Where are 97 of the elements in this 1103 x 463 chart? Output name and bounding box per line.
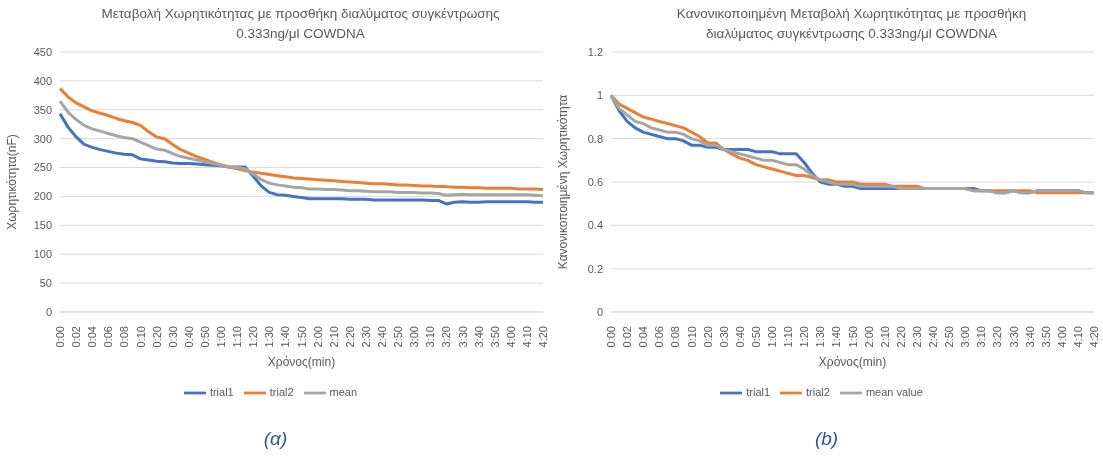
x-tick-label: 0:06 bbox=[653, 326, 666, 348]
legend-label: trial2 bbox=[269, 385, 294, 398]
x-tick-label: 2:50 bbox=[943, 326, 956, 348]
x-tick-label: 0:00 bbox=[605, 326, 617, 348]
x-tick-label: 0:30 bbox=[717, 326, 730, 348]
y-tick-label: 250 bbox=[33, 161, 52, 174]
x-tick-label: 0:04 bbox=[86, 326, 99, 348]
x-tick-label: 3:40 bbox=[1023, 326, 1036, 348]
x-tick-label: 2:40 bbox=[376, 326, 388, 348]
x-tick-label: 0:04 bbox=[637, 326, 650, 348]
x-tick-label: 2:40 bbox=[927, 326, 939, 348]
y-tick-label: 300 bbox=[33, 132, 52, 145]
x-tick-label: 2:10 bbox=[878, 326, 891, 348]
y-tick-label: 0.2 bbox=[587, 262, 603, 275]
x-tick-label: 0:06 bbox=[102, 326, 115, 348]
x-tick-label: 2:20 bbox=[894, 326, 907, 348]
text: (b) bbox=[813, 428, 840, 450]
y-tick-label: 1 bbox=[596, 89, 603, 102]
x-tick-label: 3:00 bbox=[408, 326, 421, 348]
x-axis-title: Χρόνος(min) bbox=[818, 355, 887, 369]
x-tick-label: 0:00 bbox=[54, 326, 66, 348]
legend-label: mean value bbox=[865, 385, 923, 398]
x-tick-label: 4:00 bbox=[1055, 326, 1068, 348]
x-axis-title: Χρόνος(min) bbox=[267, 355, 336, 369]
y-tick-label: 150 bbox=[33, 219, 52, 232]
line-series bbox=[58, 86, 545, 192]
y-tick-label: 0.4 bbox=[587, 219, 603, 232]
x-tick-label: 0:40 bbox=[182, 326, 195, 348]
x-tick-label: 1:00 bbox=[766, 326, 778, 348]
x-tick-label: 1:30 bbox=[263, 326, 276, 348]
x-tick-label: 3:30 bbox=[456, 326, 469, 348]
x-tick-label: 3:10 bbox=[424, 326, 437, 348]
x-tick-label: 1:10 bbox=[231, 326, 244, 348]
x-tick-label: 1:10 bbox=[782, 326, 795, 348]
x-tick-label: 3:40 bbox=[472, 326, 485, 348]
x-tick-label: 0:02 bbox=[621, 326, 634, 348]
chart-title: Κανονικοποιημένη Μεταβολή Χωρητικότητας με προσθήκη διαλύματος συγκέντρωσης 0.333ng/μl COWDNA bbox=[675, 5, 1028, 43]
x-tick-label: 3:20 bbox=[991, 326, 1004, 348]
y-tick-label: 100 bbox=[33, 248, 52, 261]
x-tick-label: 1:00 bbox=[215, 326, 227, 348]
x-tick-label: 0:30 bbox=[166, 326, 179, 348]
x-tick-label: 1:20 bbox=[798, 326, 811, 348]
x-tick-label: 3:50 bbox=[488, 326, 501, 348]
x-tick-label: 2:30 bbox=[359, 326, 372, 348]
x-tick-label: 0:10 bbox=[134, 326, 147, 348]
x-tick-label: 2:10 bbox=[327, 326, 340, 348]
x-tick-label: 0:08 bbox=[118, 326, 131, 348]
x-tick-label: 1:40 bbox=[830, 326, 843, 348]
line-series bbox=[58, 112, 545, 206]
x-tick-label: 0:10 bbox=[685, 326, 698, 348]
x-tick-label: 1:50 bbox=[295, 326, 308, 348]
x-tick-label: 0:20 bbox=[150, 326, 163, 348]
x-tick-label: 0:02 bbox=[70, 326, 83, 348]
x-tick-label: 1:40 bbox=[279, 326, 292, 348]
x-tick-label: 4:20 bbox=[1088, 326, 1100, 348]
x-tick-label: 3:20 bbox=[440, 326, 453, 348]
x-tick-label: 1:20 bbox=[247, 326, 260, 348]
y-tick-label: 0.8 bbox=[587, 132, 603, 145]
legend-label: mean bbox=[329, 385, 358, 398]
y-axis-title: Χωρητικότητα(nF) bbox=[5, 134, 20, 230]
x-tick-label: 4:10 bbox=[1071, 326, 1084, 348]
y-tick-label: 0.6 bbox=[587, 175, 603, 188]
y-tick-label: 450 bbox=[33, 45, 52, 58]
x-tick-label: 0:50 bbox=[198, 326, 211, 348]
x-tick-label: 1:50 bbox=[846, 326, 859, 348]
x-tick-label: 2:20 bbox=[343, 326, 356, 348]
x-tick-label: 3:00 bbox=[959, 326, 972, 348]
x-tick-label: 3:10 bbox=[975, 326, 988, 348]
legend-label: trial1 bbox=[209, 385, 234, 398]
y-tick-label: 400 bbox=[33, 74, 52, 87]
legend-label: trial2 bbox=[806, 385, 830, 398]
x-tick-label: 2:50 bbox=[392, 326, 405, 348]
x-tick-label: 0:20 bbox=[701, 326, 714, 348]
x-tick-label: 2:30 bbox=[910, 326, 923, 348]
line-series bbox=[58, 99, 545, 198]
x-tick-label: 3:50 bbox=[1039, 326, 1052, 348]
x-tick-label: 4:20 bbox=[537, 326, 549, 348]
y-tick-label: 50 bbox=[39, 277, 52, 290]
x-tick-label: 4:00 bbox=[504, 326, 517, 348]
y-tick-label: 350 bbox=[33, 103, 52, 116]
x-tick-label: 2:00 bbox=[311, 326, 324, 348]
x-tick-label: 3:30 bbox=[1007, 326, 1020, 348]
x-tick-label: 2:00 bbox=[862, 326, 875, 348]
y-axis-title: Κανονικοποιημένη Χωρητικότητα bbox=[556, 94, 571, 270]
x-tick-label: 0:08 bbox=[669, 326, 682, 348]
x-tick-label: 0:40 bbox=[733, 326, 746, 348]
x-tick-label: 1:30 bbox=[814, 326, 827, 348]
y-tick-label: 0 bbox=[596, 305, 603, 318]
line-series bbox=[609, 93, 1096, 195]
y-tick-label: 0 bbox=[45, 305, 52, 318]
text: (α) bbox=[262, 428, 289, 450]
y-tick-label: 200 bbox=[33, 190, 52, 203]
legend-label: trial1 bbox=[746, 385, 771, 398]
chart-title: Μεταβολή Χωρητικότητας με προσθήκη διαλύματος συγκέντρωσης 0.333ng/μl COWDNA bbox=[100, 5, 501, 43]
x-tick-label: 4:10 bbox=[520, 326, 533, 348]
x-tick-label: 0:50 bbox=[749, 326, 762, 348]
y-tick-label: 1.2 bbox=[587, 45, 603, 58]
